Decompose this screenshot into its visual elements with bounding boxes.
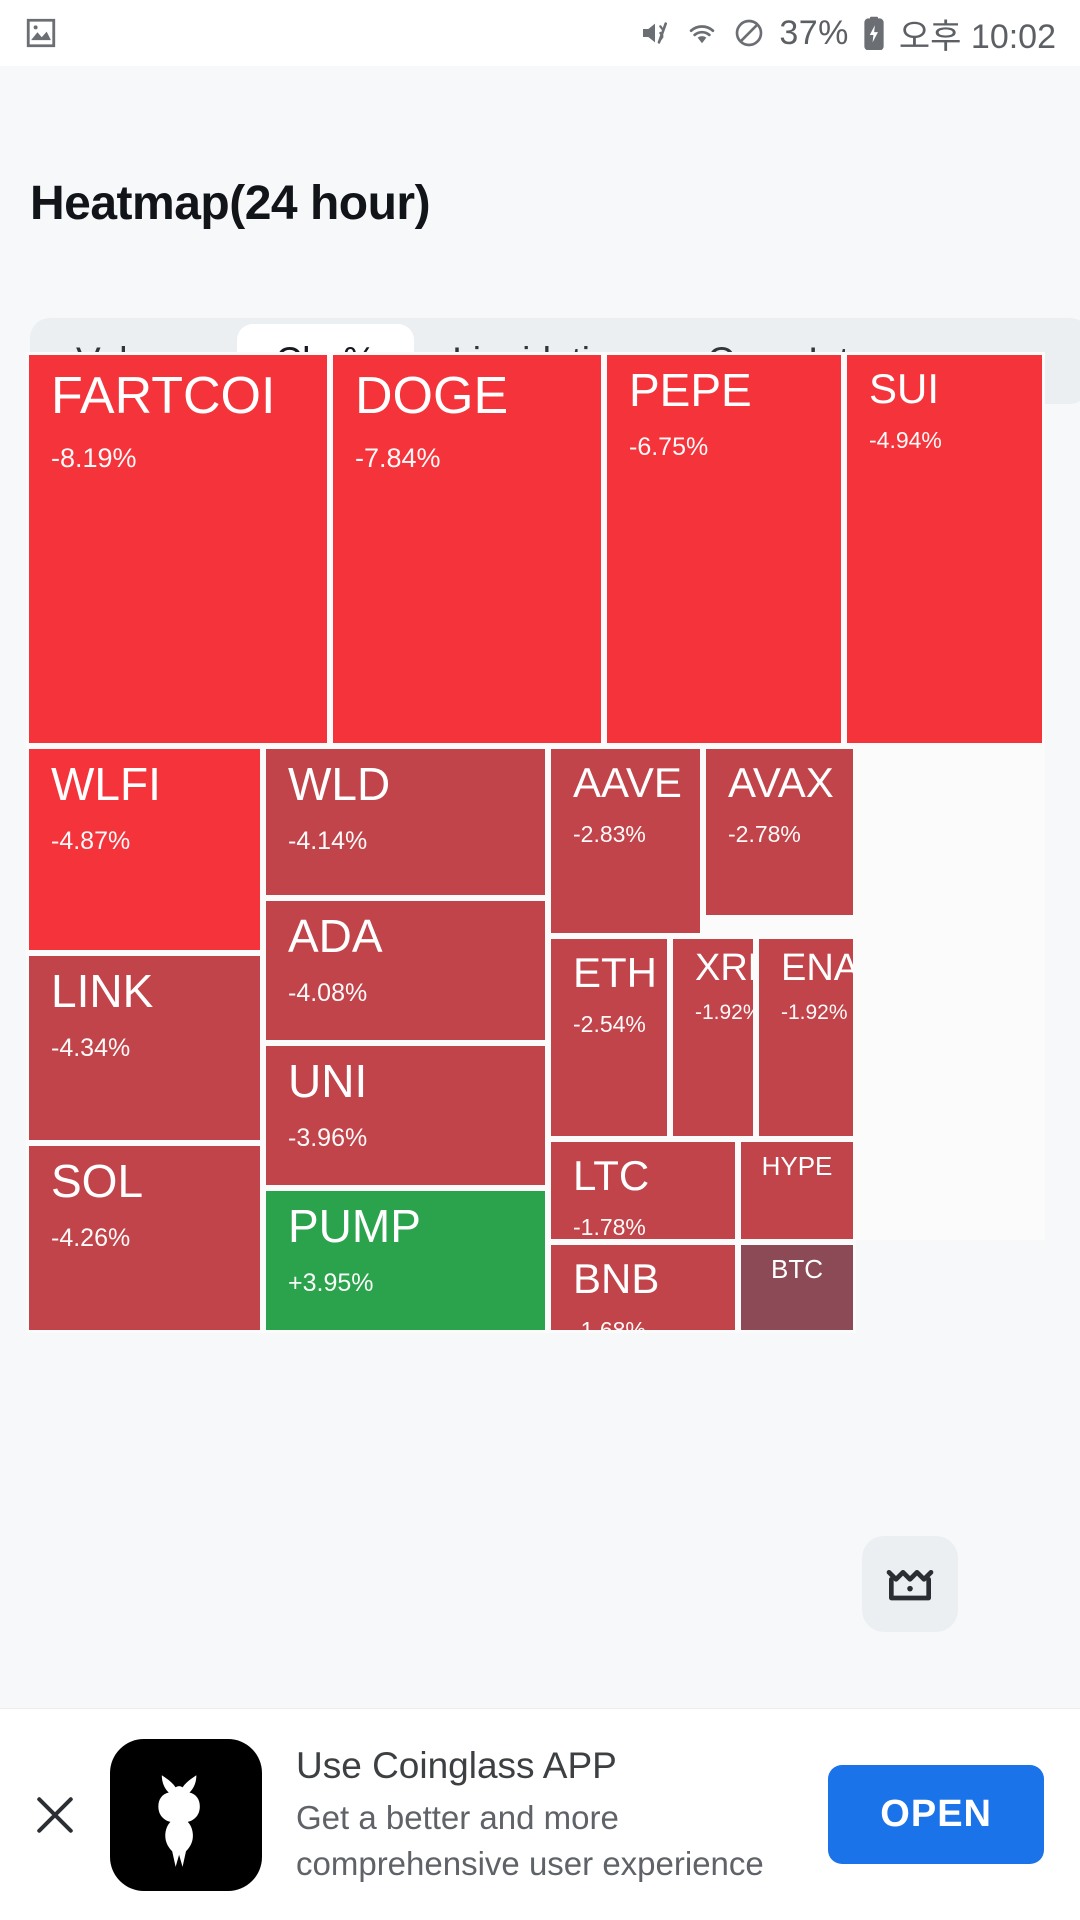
tile-change-label: -8.19% xyxy=(51,443,137,473)
tile-change-label: -3.96% xyxy=(288,1124,368,1152)
tile-symbol-label: LTC xyxy=(573,1152,650,1199)
tile-change-label: -2.54% xyxy=(573,1011,646,1037)
clock-label: 오후 10:02 xyxy=(898,17,1056,56)
close-icon[interactable] xyxy=(0,1788,110,1842)
ad-banner: Use Coinglass APP Get a better and more … xyxy=(0,1708,1080,1920)
heatmap-tile-avax[interactable]: AVAX -2.78% xyxy=(703,746,856,918)
tile-symbol-label: SUI xyxy=(869,365,940,412)
status-bar: 37% 오후 10:02 xyxy=(0,0,1080,66)
heatmap-tile-bnb[interactable]: BNB -1.68% xyxy=(548,1242,738,1333)
status-bar-right: 37% 오후 10:02 xyxy=(639,9,1056,58)
tile-symbol-label: DOGE xyxy=(355,367,509,425)
heatmap-tile-hype[interactable]: HYPE xyxy=(738,1139,856,1242)
heatmap-tile-ena[interactable]: ENA -1.92% xyxy=(756,936,856,1139)
heatmap-tile-eth[interactable]: ETH -2.54% xyxy=(548,936,670,1139)
heatmap-tile-ada[interactable]: ADA -4.08% xyxy=(263,898,548,1043)
heatmap-tile-aave[interactable]: AAVE -2.83% xyxy=(548,746,703,936)
heatmap-tile-doge[interactable]: DOGE -7.84% xyxy=(330,352,604,746)
status-bar-left xyxy=(24,16,58,50)
heatmap-tile-xrp[interactable]: XRP -1.92% xyxy=(670,936,756,1139)
page-body: Heatmap(24 hour) Volume Chg% Liquidation… xyxy=(0,66,1080,1920)
ad-title: Use Coinglass APP xyxy=(296,1744,617,1786)
tile-symbol-label: PUMP xyxy=(288,1200,421,1252)
tile-change-label: -4.08% xyxy=(288,979,368,1007)
tile-symbol-label: ENA xyxy=(781,947,856,989)
tile-change-label: -1.92% xyxy=(781,1001,848,1024)
bull-floating-button[interactable] xyxy=(862,1536,958,1632)
tile-change-label: -4.34% xyxy=(51,1034,131,1062)
tile-symbol-label: UNI xyxy=(288,1055,368,1107)
tile-symbol-label: BTC xyxy=(771,1254,823,1284)
image-icon xyxy=(24,16,58,50)
battery-percent-label: 37% xyxy=(779,13,849,52)
heatmap-tile-pump[interactable]: PUMP +3.95% xyxy=(263,1188,548,1333)
tile-symbol-label: HYPE xyxy=(761,1151,833,1181)
tile-change-label: -1.92% xyxy=(695,1001,756,1024)
heatmap-tile-ltc[interactable]: LTC -1.78% xyxy=(548,1139,738,1242)
heatmap-tile-uni[interactable]: UNI -3.96% xyxy=(263,1043,548,1188)
heatmap-tile-wld[interactable]: WLD -4.14% xyxy=(263,746,548,898)
tile-symbol-label: ADA xyxy=(288,910,383,962)
tile-symbol-label: ETH xyxy=(573,949,657,996)
tile-symbol-label: LINK xyxy=(51,965,154,1017)
heatmap-tile-wlfi[interactable]: WLFI -4.87% xyxy=(26,746,263,953)
heatmap-tile-sui[interactable]: SUI -4.94% xyxy=(844,352,1045,746)
heatmap-tile-fartcoin[interactable]: FARTCOI -8.19% xyxy=(26,352,330,746)
heatmap-tile-btc[interactable]: BTC xyxy=(738,1242,856,1333)
coinglass-app-icon xyxy=(110,1738,262,1891)
tile-change-label: -4.94% xyxy=(869,427,942,453)
tile-change-label: -2.78% xyxy=(728,821,801,847)
tile-change-label: +3.95% xyxy=(288,1269,374,1297)
do-not-disturb-icon xyxy=(733,17,765,49)
tile-change-label: -4.14% xyxy=(288,827,368,855)
battery-charging-icon xyxy=(863,16,885,50)
heatmap-treemap: FARTCOI -8.19% DOGE -7.84% PEPE -6.75% SUI -4.9… xyxy=(26,352,1045,1333)
tile-symbol-label: PEPE xyxy=(629,364,752,416)
wifi-icon xyxy=(685,18,719,48)
heatmap-tile-link[interactable]: LINK -4.34% xyxy=(26,953,263,1143)
tile-symbol-label: BNB xyxy=(573,1255,660,1302)
tile-symbol-label: FARTCOI xyxy=(51,367,276,425)
mute-icon xyxy=(639,17,671,49)
page-title: Heatmap(24 hour) xyxy=(30,177,431,230)
tile-symbol-label: WLD xyxy=(288,758,391,810)
tile-change-label: -4.26% xyxy=(51,1224,131,1252)
tile-change-label: -6.75% xyxy=(629,433,709,461)
heatmap-tile-sol[interactable]: SOL -4.26% xyxy=(26,1143,263,1333)
tile-symbol-label: XRP xyxy=(695,947,753,989)
tile-symbol-label: SOL xyxy=(51,1155,144,1207)
tile-change-label: -1.78% xyxy=(573,1214,646,1240)
tile-symbol-label: WLFI xyxy=(51,758,161,810)
tile-change-label: -2.83% xyxy=(573,821,646,847)
heatmap-tile-pepe[interactable]: PEPE -6.75% xyxy=(604,352,844,746)
ad-subtitle: Get a better and more comprehensive user… xyxy=(296,1799,764,1882)
tile-symbol-label: AVAX xyxy=(728,759,834,806)
tile-change-label: -4.87% xyxy=(51,827,131,855)
ad-open-button[interactable]: OPEN xyxy=(828,1765,1044,1864)
tile-change-label: -1.68% xyxy=(573,1317,646,1333)
tile-symbol-label: AAVE xyxy=(573,759,682,806)
ad-text-block: Use Coinglass APP Get a better and more … xyxy=(262,1743,828,1886)
tile-change-label: -7.84% xyxy=(355,443,441,473)
